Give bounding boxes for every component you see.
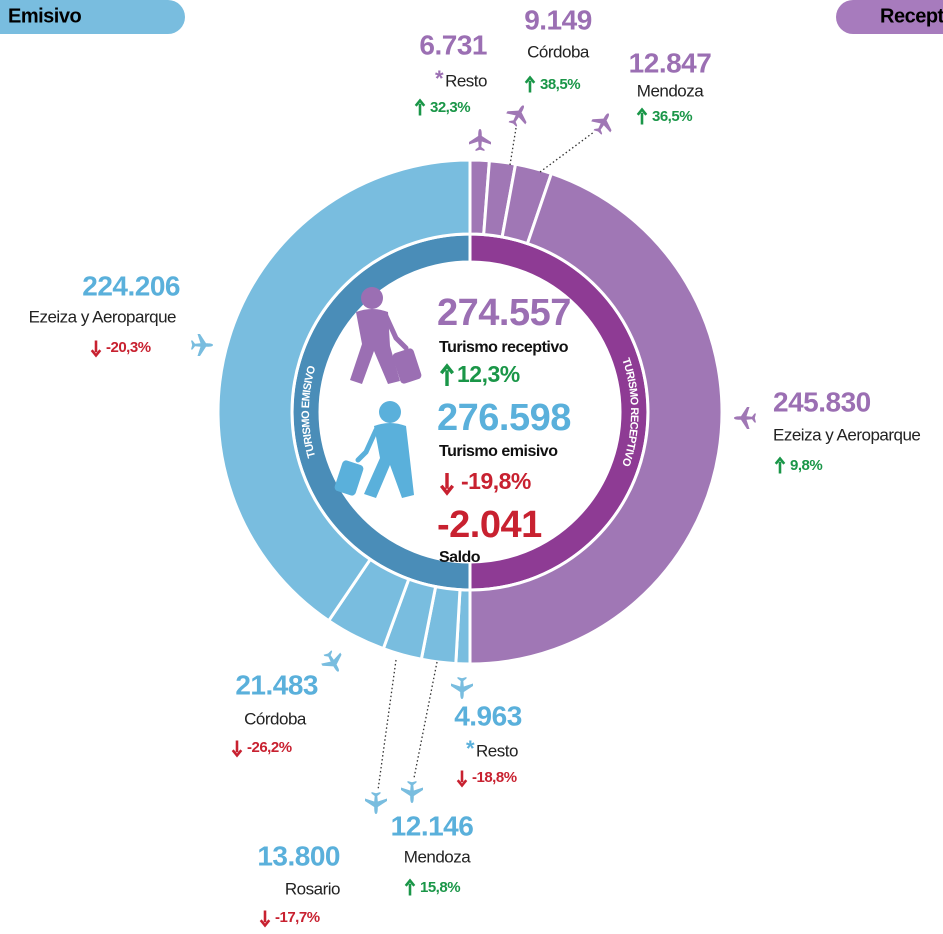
balance-name: Saldo <box>439 549 481 566</box>
note-marker: * <box>466 736 475 761</box>
right-tab-label: Receptivo <box>880 5 943 27</box>
value-label: 9.149 <box>524 4 592 35</box>
suitcase <box>392 348 422 384</box>
note-marker: * <box>435 66 444 91</box>
total-value: 274.557 <box>437 292 571 334</box>
category-label: Resto <box>476 741 518 760</box>
value-label: 6.731 <box>419 29 487 60</box>
change-label: -18,8% <box>472 769 517 786</box>
category-label: Ezeiza y Aeroparque <box>773 425 920 444</box>
value-label: 12.146 <box>391 810 474 841</box>
person-arm <box>383 313 409 351</box>
person-head <box>379 401 401 423</box>
category-label: Córdoba <box>244 709 307 728</box>
category-label: Mendoza <box>404 847 471 866</box>
category-label: Córdoba <box>527 42 590 61</box>
plane-icon <box>451 677 473 699</box>
change-arrow <box>456 770 468 788</box>
leader-line <box>413 661 438 779</box>
change-label: 36,5% <box>652 108 692 125</box>
plane-icon <box>401 781 423 803</box>
change-arrow <box>404 878 416 896</box>
change-label: 9,8% <box>790 457 822 474</box>
plane-icon <box>191 334 213 356</box>
total-value: 276.598 <box>437 397 571 439</box>
category-label: Rosario <box>285 879 340 898</box>
value-label: 12.847 <box>629 47 712 78</box>
balance-value: -2.041 <box>437 504 542 546</box>
change-label: -26,2% <box>247 739 292 756</box>
plane-icon <box>365 792 387 814</box>
person-body <box>364 423 414 498</box>
change-label: 38,5% <box>540 76 580 93</box>
change-label: 32,3% <box>430 99 470 116</box>
category-label: Ezeiza y Aeroparque <box>29 307 176 326</box>
left-tab-label: Emisivo <box>8 5 81 27</box>
change-arrow <box>259 910 271 928</box>
change-label: 15,8% <box>420 879 460 896</box>
value-label: 224.206 <box>82 270 180 301</box>
change-arrow <box>414 98 426 116</box>
total-name: Turismo emisivo <box>439 443 558 460</box>
value-label: 4.963 <box>454 700 522 731</box>
value-label: 13.800 <box>257 840 340 871</box>
plane-icon <box>321 650 342 672</box>
left-tab <box>0 0 185 34</box>
person-arm <box>355 427 379 463</box>
change-arrow <box>90 340 102 358</box>
change-arrow <box>439 473 455 496</box>
value-label: 245.830 <box>773 386 871 417</box>
leader-line <box>377 659 397 791</box>
change-arrow <box>231 740 243 758</box>
plane-icon <box>734 407 756 429</box>
category-label: Resto <box>445 71 487 90</box>
segment <box>216 158 472 623</box>
change-arrow <box>439 363 455 386</box>
plane-icon <box>469 129 491 151</box>
category-label: Mendoza <box>637 81 704 100</box>
change-label: -17,7% <box>275 909 320 926</box>
change-arrow <box>524 75 536 93</box>
leader-line <box>539 131 595 173</box>
person-head <box>361 287 383 309</box>
total-change: -19,8% <box>461 468 531 494</box>
leader-line <box>509 127 517 166</box>
right-tab <box>836 0 943 34</box>
plane-icon <box>506 105 527 127</box>
person-body <box>350 309 400 384</box>
change-arrow <box>636 107 648 125</box>
change-label: -20,3% <box>106 339 151 356</box>
total-change: 12,3% <box>457 361 520 387</box>
suitcase <box>334 460 364 496</box>
change-arrow <box>774 456 786 474</box>
plane-icon <box>591 113 612 135</box>
total-name: Turismo receptivo <box>439 339 569 356</box>
segment <box>468 171 724 666</box>
value-label: 21.483 <box>235 669 318 700</box>
